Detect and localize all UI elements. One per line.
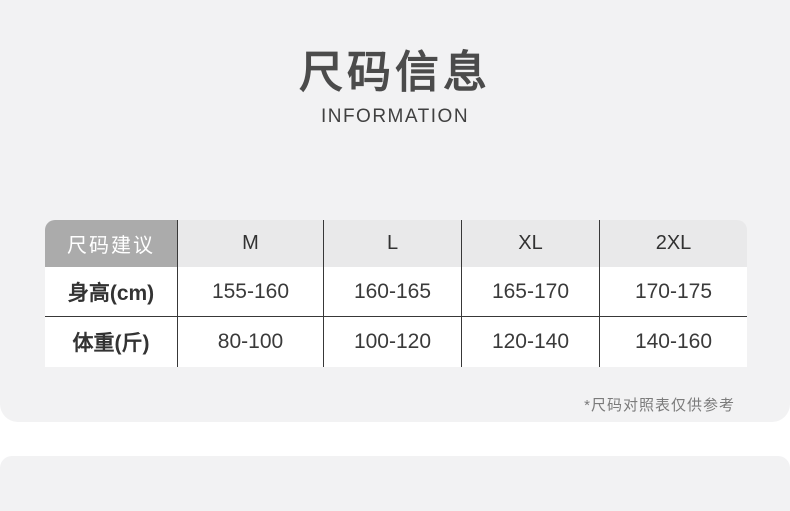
weight-value-l: 100-120	[324, 317, 462, 367]
bottom-gray-panel	[0, 456, 790, 511]
height-value-l: 160-165	[324, 267, 462, 317]
size-table: 尺码建议 M L XL 2XL 身高(cm) 155-160 160-165 1…	[45, 220, 747, 367]
column-header-m: M	[178, 220, 324, 267]
height-value-m: 155-160	[178, 267, 324, 317]
column-header-l: L	[324, 220, 462, 267]
page-title: 尺码信息	[299, 48, 491, 97]
column-header-xl: XL	[462, 220, 600, 267]
row-label-height: 身高(cm)	[45, 267, 178, 317]
footnote: *尺码对照表仅供参考	[584, 397, 735, 414]
height-value-2xl: 170-175	[600, 267, 747, 317]
height-value-xl: 165-170	[462, 267, 600, 317]
title-block: 尺码信息 INFORMATION	[0, 48, 790, 128]
weight-value-2xl: 140-160	[600, 317, 747, 367]
row-label-weight: 体重(斤)	[45, 317, 178, 367]
page-subtitle: INFORMATION	[320, 105, 470, 127]
column-header-2xl: 2XL	[600, 220, 747, 267]
size-table-corner-header: 尺码建议	[45, 220, 178, 267]
weight-value-xl: 120-140	[462, 317, 600, 367]
weight-value-m: 80-100	[178, 317, 324, 367]
